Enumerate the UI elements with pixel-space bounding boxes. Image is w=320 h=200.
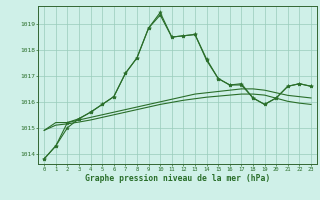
X-axis label: Graphe pression niveau de la mer (hPa): Graphe pression niveau de la mer (hPa) [85, 174, 270, 183]
